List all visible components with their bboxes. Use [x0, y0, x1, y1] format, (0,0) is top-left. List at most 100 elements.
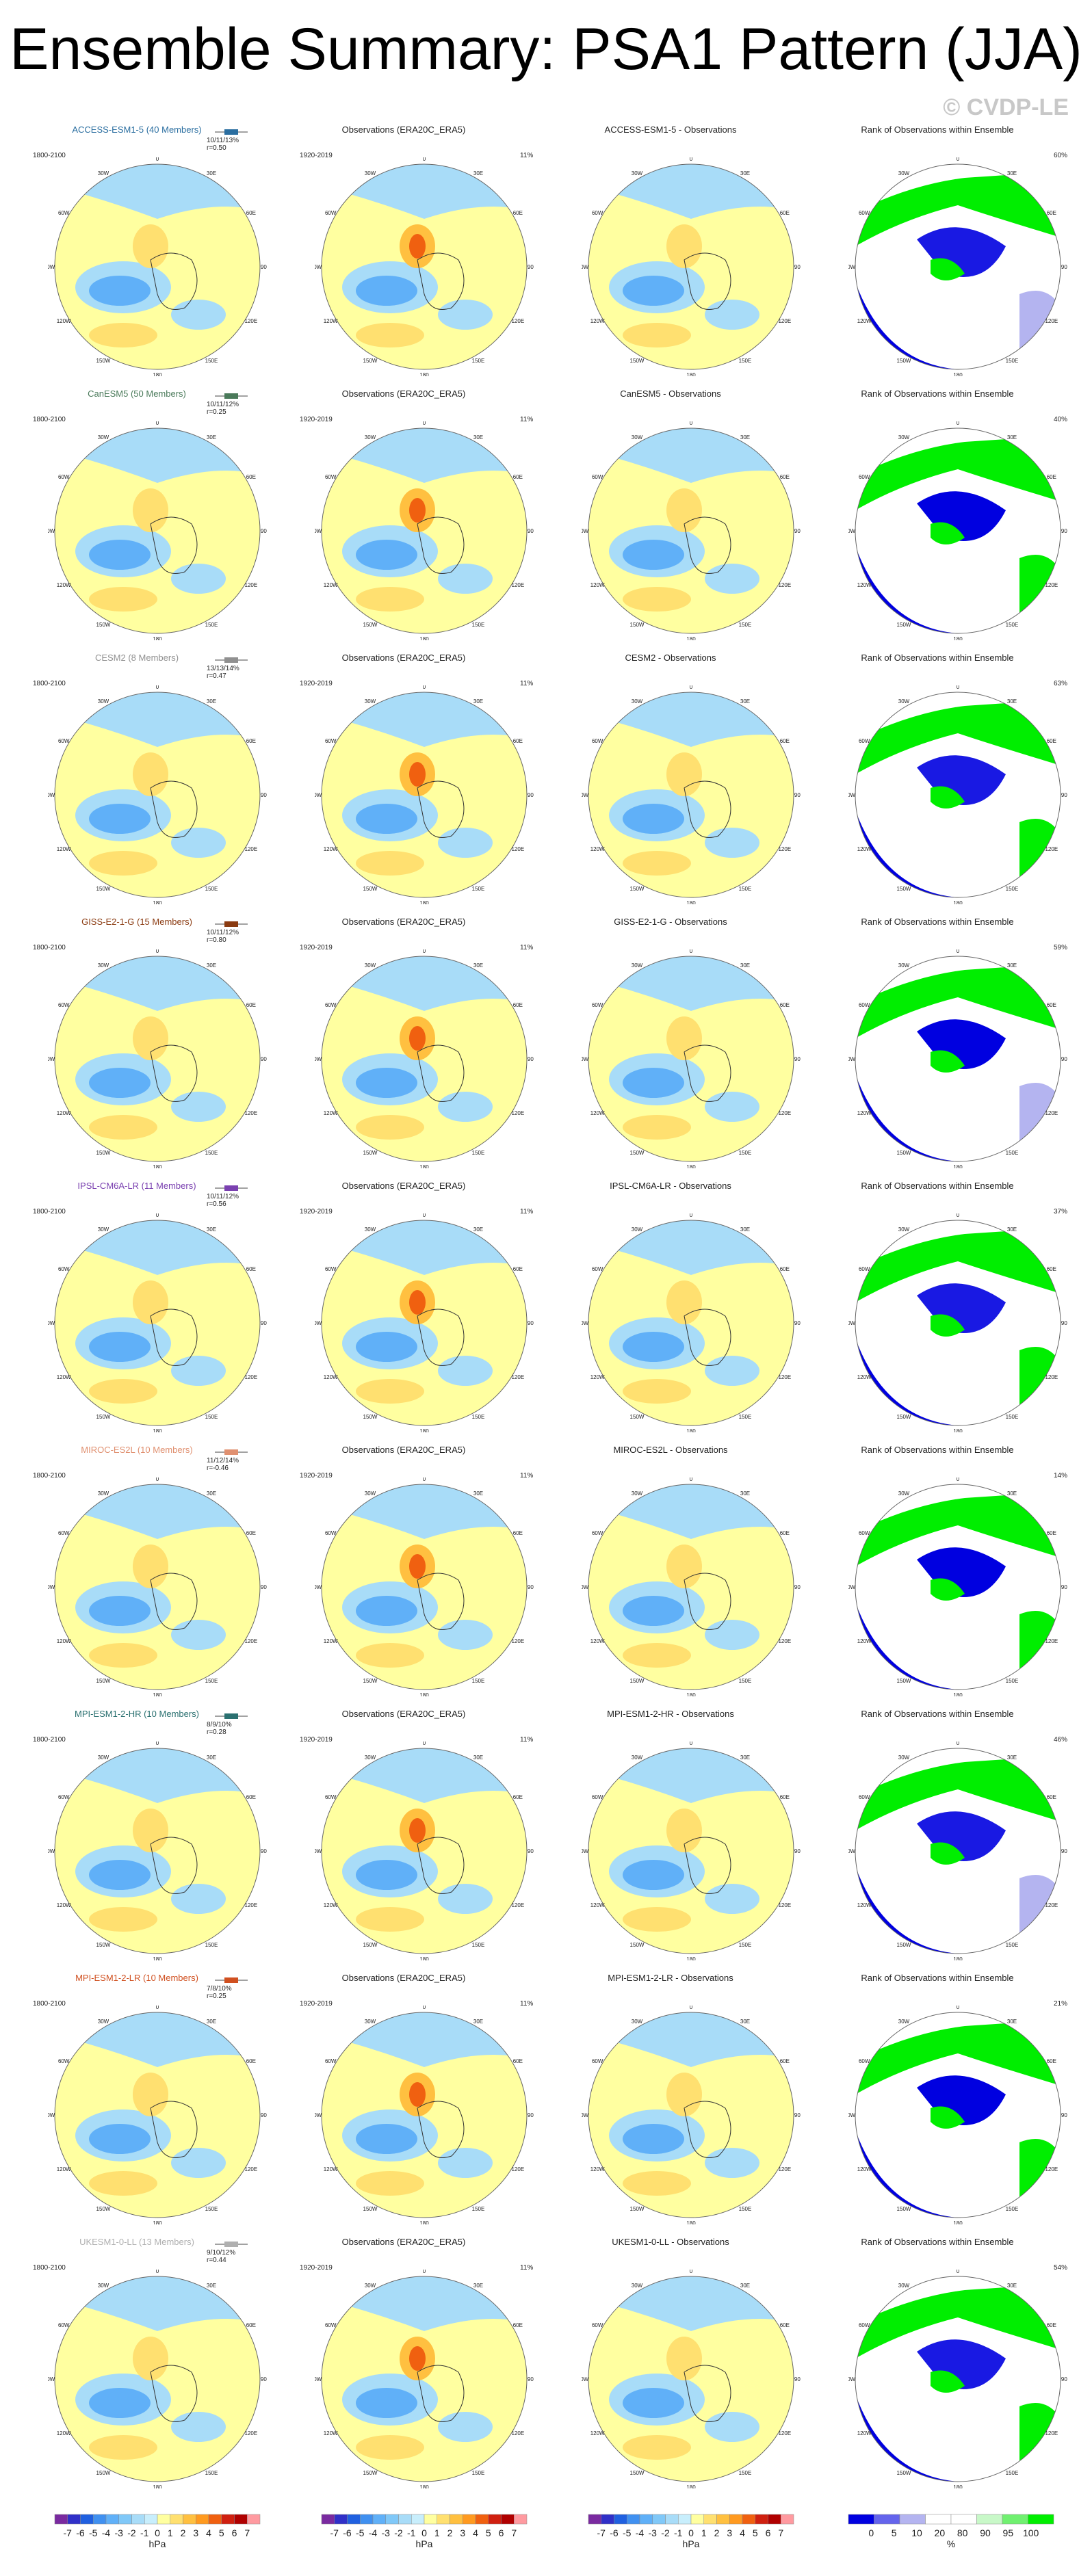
- lon-label: 0: [423, 421, 426, 426]
- diff-panel: MIROC-ES2L - Observations 0 30E 60E 90E 120E 1…: [561, 1443, 828, 1707]
- lon-label: 120E: [778, 1110, 791, 1116]
- model-r: r=0.25: [207, 1993, 226, 2000]
- rank-panel: Rank of Observations within Ensemble 21% 0…: [828, 1971, 1092, 2235]
- lon-label: 120E: [244, 318, 257, 324]
- lon-label: 30W: [98, 170, 109, 176]
- lon-label: 150E: [472, 2470, 485, 2476]
- lon-label: 30E: [207, 2283, 216, 2289]
- colorbar-tick: -6: [610, 2527, 619, 2538]
- lon-label: 120E: [244, 1902, 257, 1908]
- colorbar-swatch: [678, 2514, 692, 2525]
- colorbar-tick: 2: [447, 2527, 453, 2538]
- lon-label: 30W: [365, 2019, 376, 2025]
- lon-label: 180: [153, 636, 162, 640]
- colorbar-swatch: [501, 2514, 515, 2525]
- lon-label: 120E: [778, 2166, 791, 2172]
- lon-label: 30W: [365, 170, 376, 176]
- colorbar-tick: 95: [1003, 2527, 1014, 2538]
- colorbar-tick: -5: [89, 2527, 98, 2538]
- model-title: IPSL-CM6A-LR (11 Members): [77, 1181, 196, 1191]
- lon-label: 180: [953, 2220, 963, 2224]
- diff-map: 0 30E 60E 90E 120E 150E 180 150W 120W 90W 60W 30W: [582, 2006, 801, 2224]
- obs-map: 0 30E 60E 90E 120E 150E 180 150W 120W 90W 60W 30W: [315, 2006, 534, 2224]
- lon-label: 60E: [513, 738, 523, 744]
- colorbar-tick: 1: [434, 2527, 440, 2538]
- lon-label: 120W: [57, 846, 71, 852]
- lon-label: 150W: [630, 2470, 645, 2476]
- lon-label: 30E: [740, 2019, 750, 2025]
- lon-label: 0: [156, 1477, 159, 1482]
- lon-label: 0: [423, 949, 426, 954]
- lon-label: 90W: [582, 792, 589, 798]
- colorbar-swatch: [247, 2514, 261, 2525]
- lon-label: 60W: [58, 1266, 70, 1272]
- lon-label: 60W: [859, 2322, 870, 2328]
- lon-label: 30W: [365, 434, 376, 441]
- diff-panel: IPSL-CM6A-LR - Observations 0 30E 60E 90E 120…: [561, 1179, 828, 1443]
- lon-label: 150W: [363, 1150, 378, 1156]
- colorbar-tick: -3: [382, 2527, 391, 2538]
- obs-title: Observations (ERA20C_ERA5): [341, 1181, 466, 1191]
- lon-label: 90E: [1061, 1848, 1067, 1854]
- model-stats: 11/12/14%: [207, 1457, 239, 1464]
- lon-label: 0: [423, 2270, 426, 2274]
- model-r: r=0.28: [207, 1729, 226, 1736]
- rank-panel: Rank of Observations within Ensemble 14% 0…: [828, 1443, 1092, 1707]
- lon-label: 90E: [794, 1584, 801, 1590]
- lon-label: 150E: [205, 358, 218, 364]
- lon-label: 120W: [590, 846, 605, 852]
- rank-map: 0 30E 60E 90E 120E 150E 180 150W 120W 90W 60W 30W: [848, 2270, 1067, 2488]
- lon-label: 90W: [48, 792, 55, 798]
- lon-label: 150W: [96, 1150, 111, 1156]
- lon-label: 0: [957, 421, 960, 426]
- lon-label: 180: [153, 900, 162, 904]
- lon-label: 60E: [780, 1794, 790, 1800]
- spread-whisker: [215, 1713, 248, 1719]
- lon-label: 180: [953, 1428, 963, 1432]
- lon-label: 30E: [207, 170, 216, 176]
- lon-label: 180: [686, 900, 696, 904]
- lon-label: 30W: [365, 1226, 376, 1233]
- obs-pct: 11%: [520, 1472, 534, 1480]
- lon-label: 150W: [897, 1678, 911, 1684]
- rank-panel: Rank of Observations within Ensemble 37% 0…: [828, 1179, 1092, 1443]
- lon-label: 150W: [897, 1150, 911, 1156]
- rank-map: 0 30E 60E 90E 120E 150E 180 150W 120W 90W 60W 30W: [848, 157, 1067, 376]
- obs-title: Observations (ERA20C_ERA5): [341, 2237, 466, 2247]
- obs-panel: Observations (ERA20C_ERA5) 1920-2019 11% 0 3…: [294, 915, 561, 1179]
- lon-label: 150E: [1006, 2206, 1019, 2212]
- model-map: 0 30E 60E 90E 120E 150E 180 150W 120W 90W 60W 30W: [48, 421, 267, 640]
- rank-title: Rank of Observations within Ensemble: [861, 389, 1014, 399]
- lon-label: 90E: [261, 1848, 267, 1854]
- lon-label: 60W: [859, 738, 870, 744]
- lon-label: 180: [686, 372, 696, 376]
- obs-title: Observations (ERA20C_ERA5): [341, 389, 466, 399]
- lon-label: 60W: [592, 1530, 603, 1536]
- rank-title: Rank of Observations within Ensemble: [861, 2237, 1014, 2247]
- colorbar-swatch: [976, 2514, 1003, 2525]
- lon-label: 180: [953, 1956, 963, 1960]
- rank-panel: Rank of Observations within Ensemble 54% 0…: [828, 2235, 1092, 2499]
- lon-label: 150W: [363, 1414, 378, 1420]
- lon-label: 90W: [848, 792, 856, 798]
- model-period: 1800-2100: [33, 152, 66, 159]
- lon-label: 60W: [58, 1794, 70, 1800]
- lon-label: 90E: [261, 1584, 267, 1590]
- obs-title: Observations (ERA20C_ERA5): [341, 1973, 466, 1983]
- lon-label: 30E: [740, 1490, 750, 1497]
- lon-label: 120W: [57, 318, 71, 324]
- lon-label: 0: [690, 1742, 693, 1746]
- lon-label: 90W: [315, 2376, 322, 2382]
- lon-label: 90W: [48, 264, 55, 270]
- lon-label: 150E: [739, 1414, 752, 1420]
- model-r: r=0.80: [207, 936, 226, 944]
- lon-label: 90E: [528, 264, 534, 270]
- lon-label: 120W: [857, 318, 872, 324]
- diff-panel: MPI-ESM1-2-LR - Observations 0 30E 60E 90E 12…: [561, 1971, 828, 2235]
- lon-label: 150E: [739, 358, 752, 364]
- lon-label: 30W: [632, 2019, 643, 2025]
- obs-map: 0 30E 60E 90E 120E 150E 180 150W 120W 90W 60W 30W: [315, 1742, 534, 1960]
- lon-label: 90E: [1061, 1320, 1067, 1326]
- lon-label: 150W: [630, 1678, 645, 1684]
- lon-label: 150W: [897, 1414, 911, 1420]
